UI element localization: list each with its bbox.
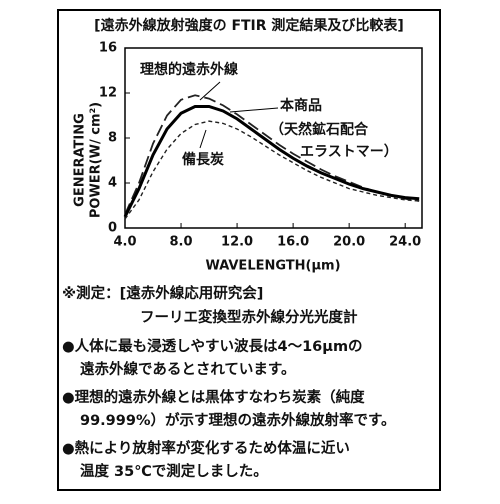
chart-title: [遠赤外線放射強度の FTIR 測定結果及び比較表]: [94, 17, 404, 34]
x-tick-label: 4.0: [113, 235, 136, 250]
frame: [57, 9, 441, 491]
note: ●理想的遠赤外線とは黒体すなわち炭素（純度: [62, 388, 365, 406]
leader-line: [199, 81, 221, 101]
note: ●熱により放射率が変化するため体温に近い: [62, 439, 350, 457]
note: 温度 35℃で測定しました。: [80, 462, 268, 480]
x-axis-label: WAVELENGTH(μm): [205, 259, 340, 274]
x-tick-label: 16.0: [277, 235, 309, 250]
note: ※測定：[遠赤外線応用研究会]: [62, 284, 263, 302]
x-tick-label: 24.0: [389, 235, 421, 250]
note: フーリエ変換型赤外線分光光度計: [140, 308, 358, 326]
series-label: 本商品: [280, 97, 322, 114]
series-line: [123, 105, 420, 218]
y-tick-label: 16: [99, 41, 117, 56]
y-tick-label: 8: [108, 131, 117, 146]
series-label: 備長炭: [182, 151, 224, 168]
x-tick-label: 8.0: [170, 235, 193, 250]
series-label: 理想的遠赤外線: [140, 61, 238, 78]
y-tick-label: 0: [108, 221, 117, 236]
leader-line: [229, 107, 279, 113]
y-axis-label: POWER(W/ cm²): [89, 102, 104, 218]
note: 遠赤外線であるとされています。: [80, 360, 295, 378]
y-axis-label: GENERATING: [73, 113, 88, 207]
x-tick-label: 20.0: [333, 235, 365, 250]
series-label: エラストマー）: [300, 144, 398, 160]
note: ●人体に最も浸透しやすい波長は4〜16μmの: [62, 337, 363, 355]
x-tick-label: 12.0: [221, 235, 253, 250]
series-line: [124, 120, 420, 220]
leader-line: [199, 129, 207, 149]
series-label: （天然鉱石配合: [270, 121, 369, 138]
y-tick-label: 4: [108, 176, 117, 191]
note: 99.999%）が示す理想の遠赤外線放射率です。: [80, 411, 396, 429]
y-tick-label: 12: [99, 86, 117, 101]
